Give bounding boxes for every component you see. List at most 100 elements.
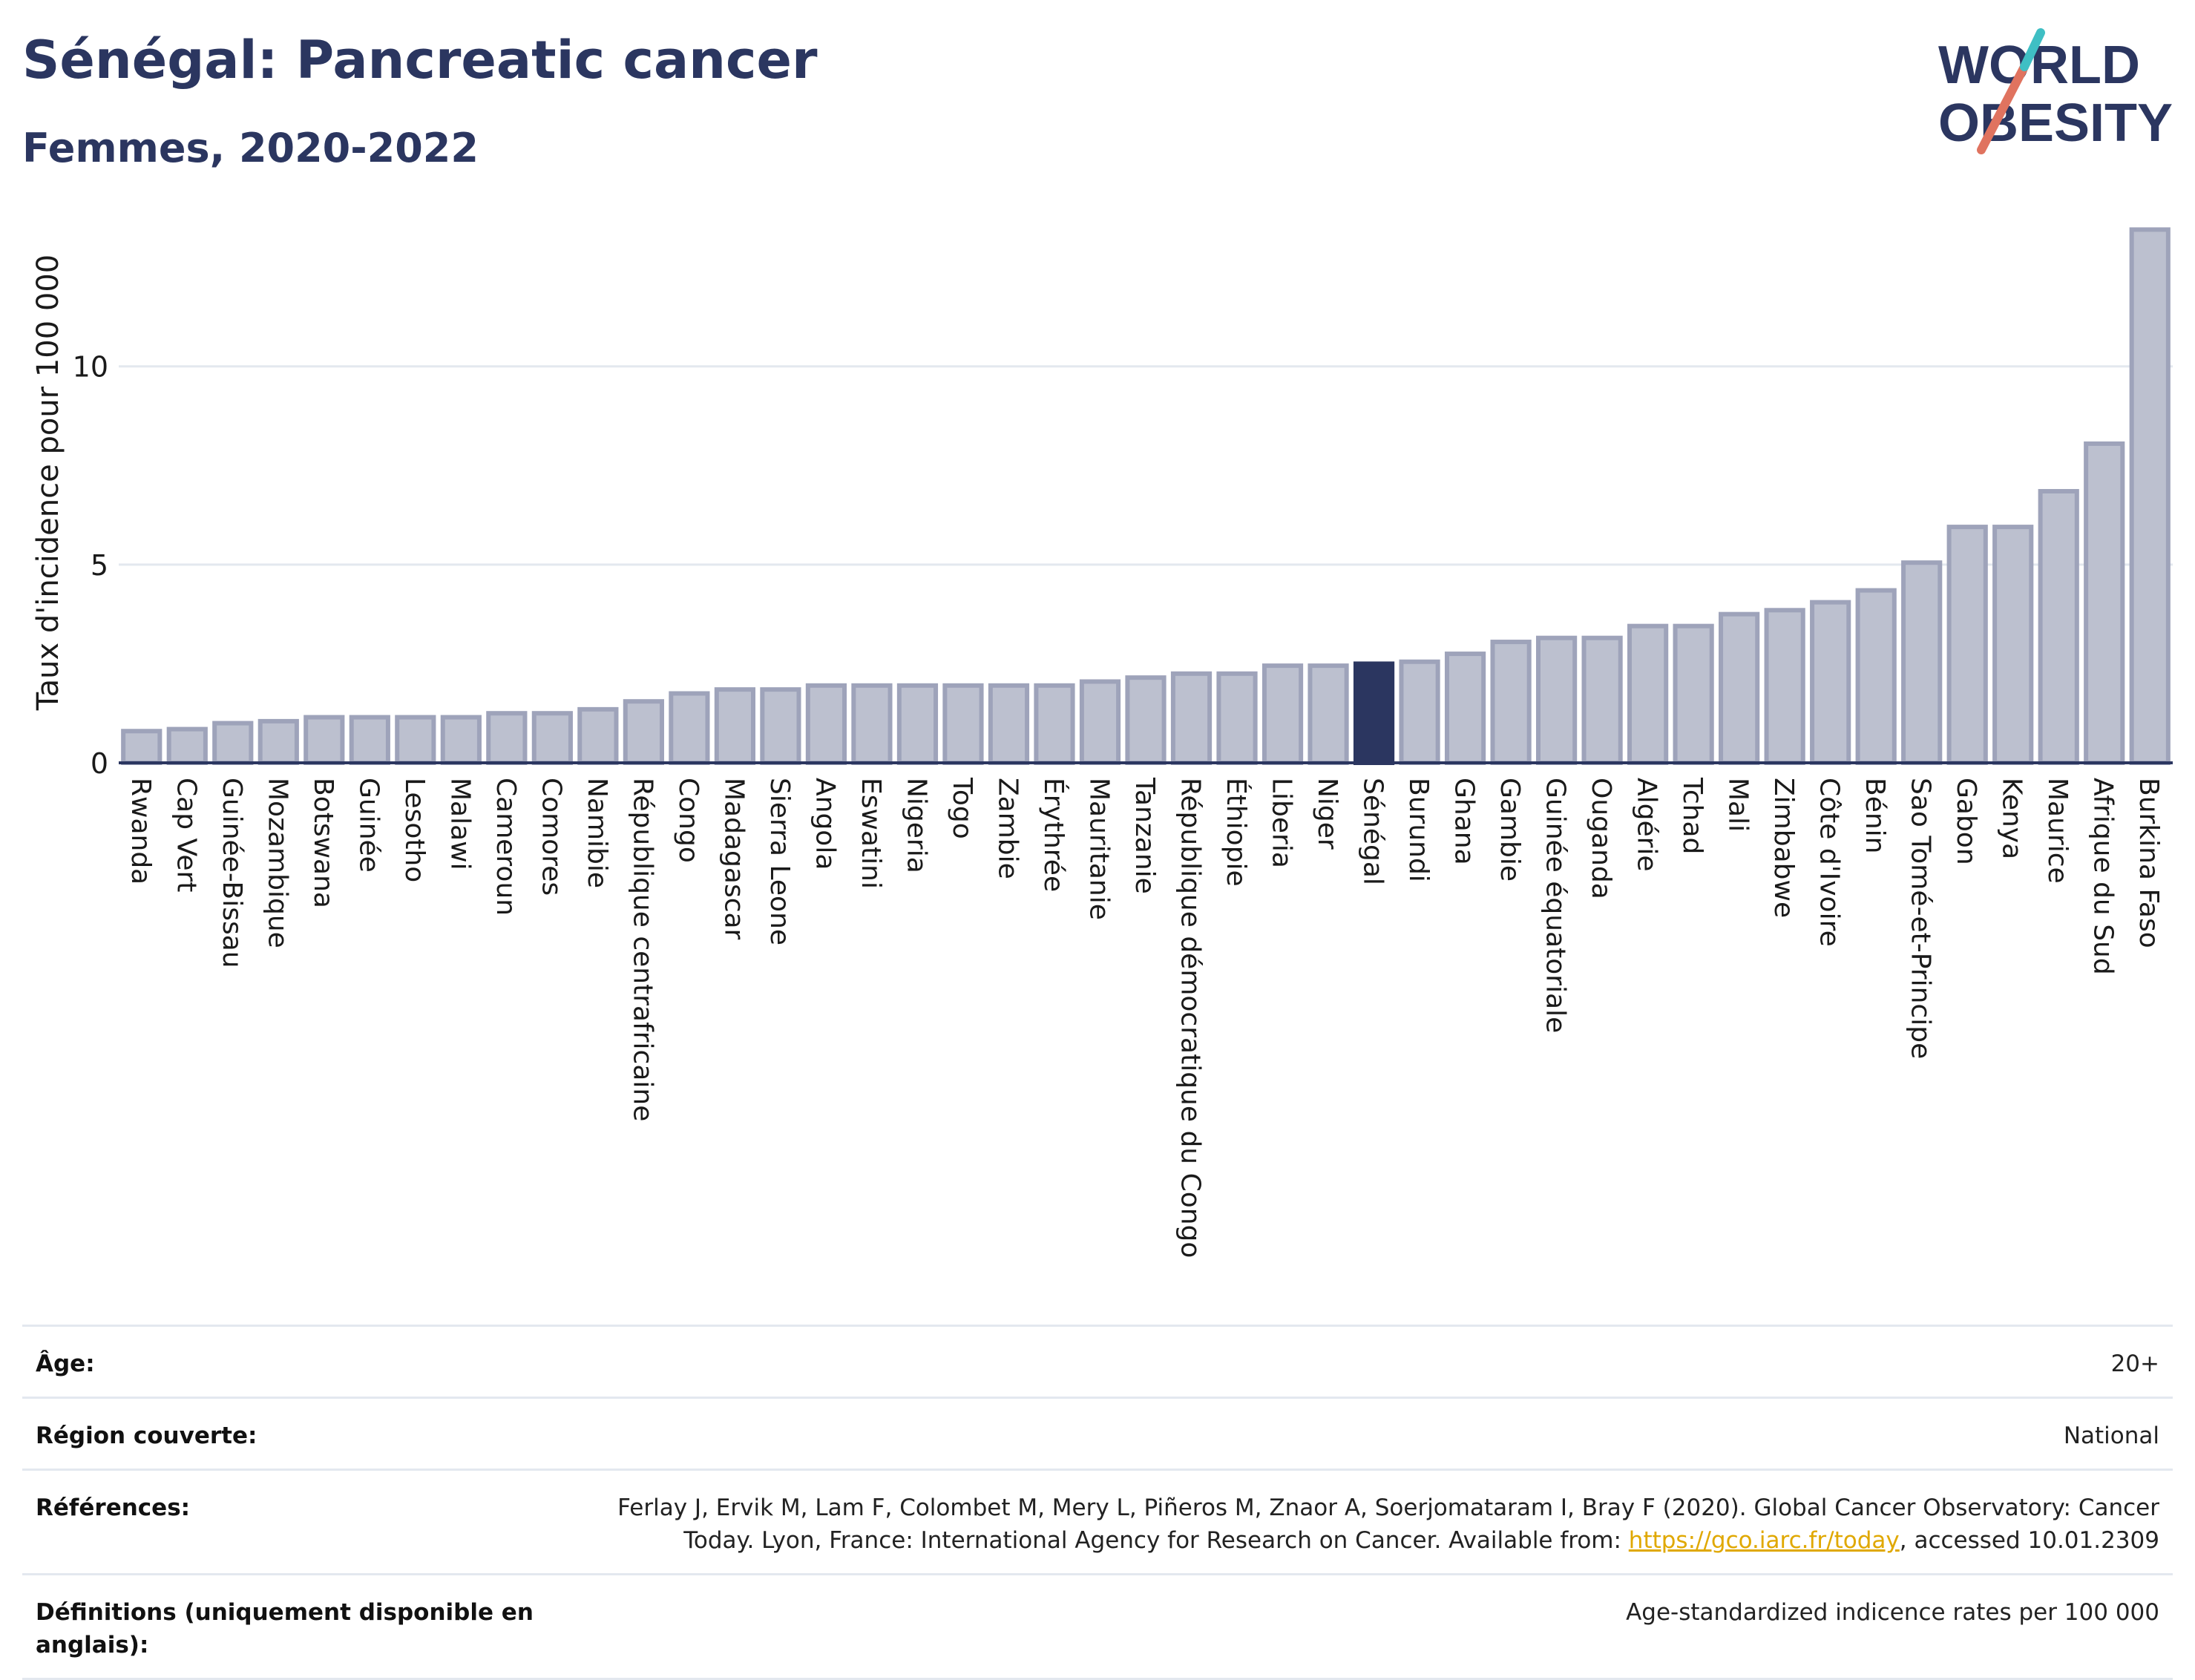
x-tick-label: Namibie (582, 778, 612, 888)
page-subtitle: Femmes, 2020-2022 (22, 125, 479, 171)
x-tick-label: Madagascar (718, 778, 749, 940)
info-row-references: Références: Ferlay J, Ervik M, Lam F, Co… (22, 1469, 2173, 1573)
x-tick-label: Liberia (1267, 778, 1297, 868)
logo-line2: OBESITY (1938, 93, 2173, 153)
x-tick-label: Bénin (1860, 778, 1890, 853)
bar (1719, 611, 1760, 766)
x-tick-label: République démocratique du Congo (1175, 778, 1206, 1258)
definitions-label: Définitions (uniquement disponible en an… (36, 1599, 534, 1658)
tick-labels: 0 5 10 Rwanda Cap Vert Guinée-Bissau Mozambiqu… (73, 351, 2165, 1259)
bar (988, 683, 1030, 765)
x-tick-label: Burundi (1403, 778, 1434, 882)
bar (121, 729, 163, 765)
x-tick-label: Eswatini (856, 778, 886, 889)
bar (1170, 671, 1213, 765)
bar (2129, 227, 2171, 765)
bar (1901, 560, 1943, 766)
bar (1673, 623, 1714, 766)
region-label: Région couverte: (36, 1423, 257, 1449)
x-tick-label: Éthiopie (1221, 778, 1252, 887)
references-text: Ferlay J, Ervik M, Lam F, Colombet M, Me… (617, 1494, 2159, 1554)
bar (531, 711, 573, 766)
x-tick-label: Lesotho (399, 778, 430, 882)
x-tick-label: Mozambique (262, 778, 292, 948)
x-tick-label: Tchad (1677, 777, 1707, 854)
x-tick-label: Guinée-Bissau (217, 778, 247, 968)
x-tick-label: Malawi (444, 778, 475, 870)
bar (486, 711, 528, 766)
x-tick-label: Sao Tomé-et-Principe (1906, 778, 1936, 1059)
info-row-age: Âge: 20+ (22, 1325, 2173, 1397)
x-tick-label: Zambie (992, 778, 1023, 879)
references-link[interactable]: https://gco.iarc.fr/today (1628, 1527, 1900, 1554)
x-tick-label: Mali (1723, 778, 1753, 832)
x-tick-label: Cap Vert (171, 778, 201, 892)
bar (304, 715, 345, 765)
logo-slash-teal (2020, 28, 2045, 71)
bar (1125, 675, 1167, 766)
x-tick-label: Tanzanie (1129, 777, 1160, 894)
bar (714, 687, 756, 766)
grid-lines (119, 365, 2173, 566)
bar (1444, 652, 1486, 765)
references-label: Références: (36, 1494, 191, 1521)
bar (1399, 659, 1440, 765)
bar (2038, 489, 2079, 765)
bar (1216, 671, 1258, 765)
y-tick-label: 0 (91, 747, 108, 780)
x-tick-label: Rwanda (125, 778, 156, 885)
x-tick-label: Sierra Leone (764, 778, 795, 945)
bar (623, 699, 664, 766)
bar (805, 683, 847, 765)
bar (1490, 640, 1532, 765)
page-title: Sénégal: Pancreatic cancer (22, 30, 818, 91)
bars (121, 227, 2171, 766)
bar (1627, 623, 1669, 766)
bar (257, 718, 299, 766)
x-tick-label: Angola (810, 778, 840, 870)
bar (2084, 441, 2125, 766)
x-tick-label: Zimbabwe (1768, 778, 1799, 918)
world-obesity-logo: WORLD OBESITY (1938, 28, 2173, 154)
x-tick-label: Gambie (1494, 778, 1525, 882)
bar (1535, 635, 1578, 766)
x-tick-label: République centrafricaine (627, 778, 657, 1121)
definitions-value: Age-standardized indicence rates per 100… (1626, 1599, 2159, 1626)
x-tick-label: Niger (1312, 778, 1342, 850)
x-tick-label: Érythrée (1038, 778, 1069, 892)
x-tick-label: Algérie (1632, 778, 1662, 872)
logo-slash-red (1977, 62, 2029, 154)
bar (896, 683, 939, 765)
info-row-definitions: Définitions (uniquement disponible en an… (22, 1573, 2173, 1680)
x-tick-label: Togo (947, 777, 977, 839)
x-tick-label: Ghana (1449, 778, 1480, 865)
info-row-region: Région couverte: National (22, 1397, 2173, 1469)
y-tick-label: 10 (73, 351, 108, 384)
x-tick-label: Kenya (1997, 778, 2027, 859)
region-value: National (2063, 1423, 2159, 1449)
bar (1764, 608, 1805, 765)
age-value: 20+ (2110, 1351, 2159, 1377)
bar (349, 715, 390, 765)
y-axis-title: Taux d'incidence pour 100 000 (31, 255, 65, 711)
x-tick-label: Guinée équatoriale (1541, 778, 1571, 1033)
bar (1034, 683, 1075, 765)
bar-chart: 0 5 10 Rwanda Cap Vert Guinée-Bissau Mozambiqu… (31, 227, 2173, 1259)
bar (212, 721, 254, 765)
x-tick-label: Nigeria (901, 778, 931, 873)
bar (669, 691, 710, 765)
bar (440, 715, 482, 765)
bar (851, 683, 893, 765)
bar (1261, 663, 1304, 765)
x-tick-label: Gabon (1951, 778, 1981, 865)
references-accessed: , accessed 10.01.2309 (1899, 1527, 2159, 1554)
bar (1581, 635, 1623, 766)
bar (1946, 525, 1988, 765)
bar (1992, 525, 2034, 765)
bar (1855, 588, 1897, 765)
bar (1308, 663, 1349, 765)
x-tick-label: Côte d'Ivoire (1814, 778, 1845, 947)
bar (577, 706, 619, 765)
bar (395, 715, 436, 765)
x-tick-label: Ouganda (1586, 778, 1616, 899)
